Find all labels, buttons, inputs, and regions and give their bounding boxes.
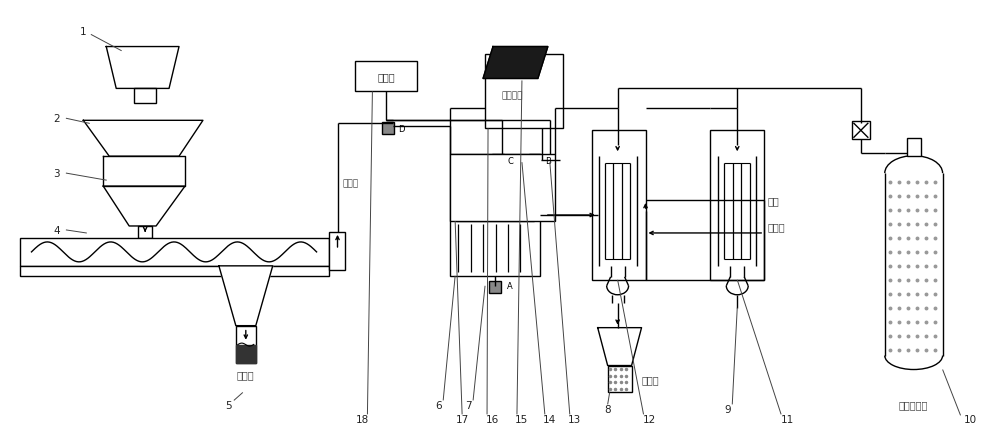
Text: 冷却水: 冷却水 — [767, 222, 785, 231]
Text: 18: 18 — [356, 414, 369, 424]
Text: B: B — [545, 156, 551, 165]
Text: 6: 6 — [435, 400, 442, 410]
Text: 11: 11 — [780, 414, 794, 424]
Text: 12: 12 — [643, 414, 656, 424]
Text: 生物炭: 生物炭 — [237, 370, 255, 380]
Text: 5: 5 — [226, 400, 232, 410]
Bar — [598, 139, 640, 276]
Polygon shape — [106, 47, 179, 89]
Bar — [236, 345, 256, 363]
Text: 光伏发电: 光伏发电 — [501, 91, 523, 100]
Text: D: D — [398, 124, 405, 134]
Bar — [710, 131, 764, 280]
Bar — [20, 266, 329, 276]
Text: 13: 13 — [568, 414, 581, 424]
Text: 2: 2 — [53, 114, 60, 124]
Bar — [599, 139, 637, 276]
Bar — [20, 238, 329, 266]
Text: 17: 17 — [455, 414, 469, 424]
Text: 富氢可燃气: 富氢可燃气 — [899, 399, 928, 410]
Bar — [489, 281, 501, 293]
Text: 8: 8 — [604, 404, 611, 414]
Bar — [355, 62, 417, 92]
Bar — [450, 155, 540, 276]
Text: 1: 1 — [80, 27, 87, 36]
Text: 9: 9 — [724, 404, 731, 414]
Bar — [456, 162, 534, 222]
Bar — [907, 139, 921, 157]
Bar — [592, 131, 646, 280]
Bar — [382, 123, 394, 135]
Bar — [608, 366, 632, 392]
Bar — [529, 155, 541, 167]
Bar — [450, 155, 555, 222]
Polygon shape — [598, 328, 642, 366]
Text: 热解气: 热解气 — [342, 179, 359, 188]
Bar — [852, 122, 870, 140]
Text: 控制器: 控制器 — [378, 72, 395, 82]
Bar — [485, 54, 563, 129]
Polygon shape — [103, 187, 185, 226]
Text: A: A — [507, 282, 513, 291]
Bar — [236, 326, 256, 363]
Text: C: C — [508, 156, 514, 165]
Bar — [492, 155, 504, 167]
Text: 循环: 循环 — [767, 196, 779, 205]
Text: 7: 7 — [465, 400, 471, 410]
Text: 10: 10 — [964, 414, 977, 424]
Bar — [138, 226, 152, 238]
Text: 15: 15 — [515, 414, 529, 424]
Polygon shape — [219, 266, 273, 326]
Text: 4: 4 — [53, 226, 60, 236]
Polygon shape — [83, 121, 203, 157]
Polygon shape — [103, 157, 185, 187]
Bar — [329, 233, 345, 270]
Bar — [134, 89, 156, 104]
Text: 生物油: 生物油 — [642, 374, 659, 385]
Text: 16: 16 — [485, 414, 499, 424]
Polygon shape — [483, 47, 548, 79]
Text: 3: 3 — [53, 169, 60, 179]
Text: 14: 14 — [543, 414, 556, 424]
